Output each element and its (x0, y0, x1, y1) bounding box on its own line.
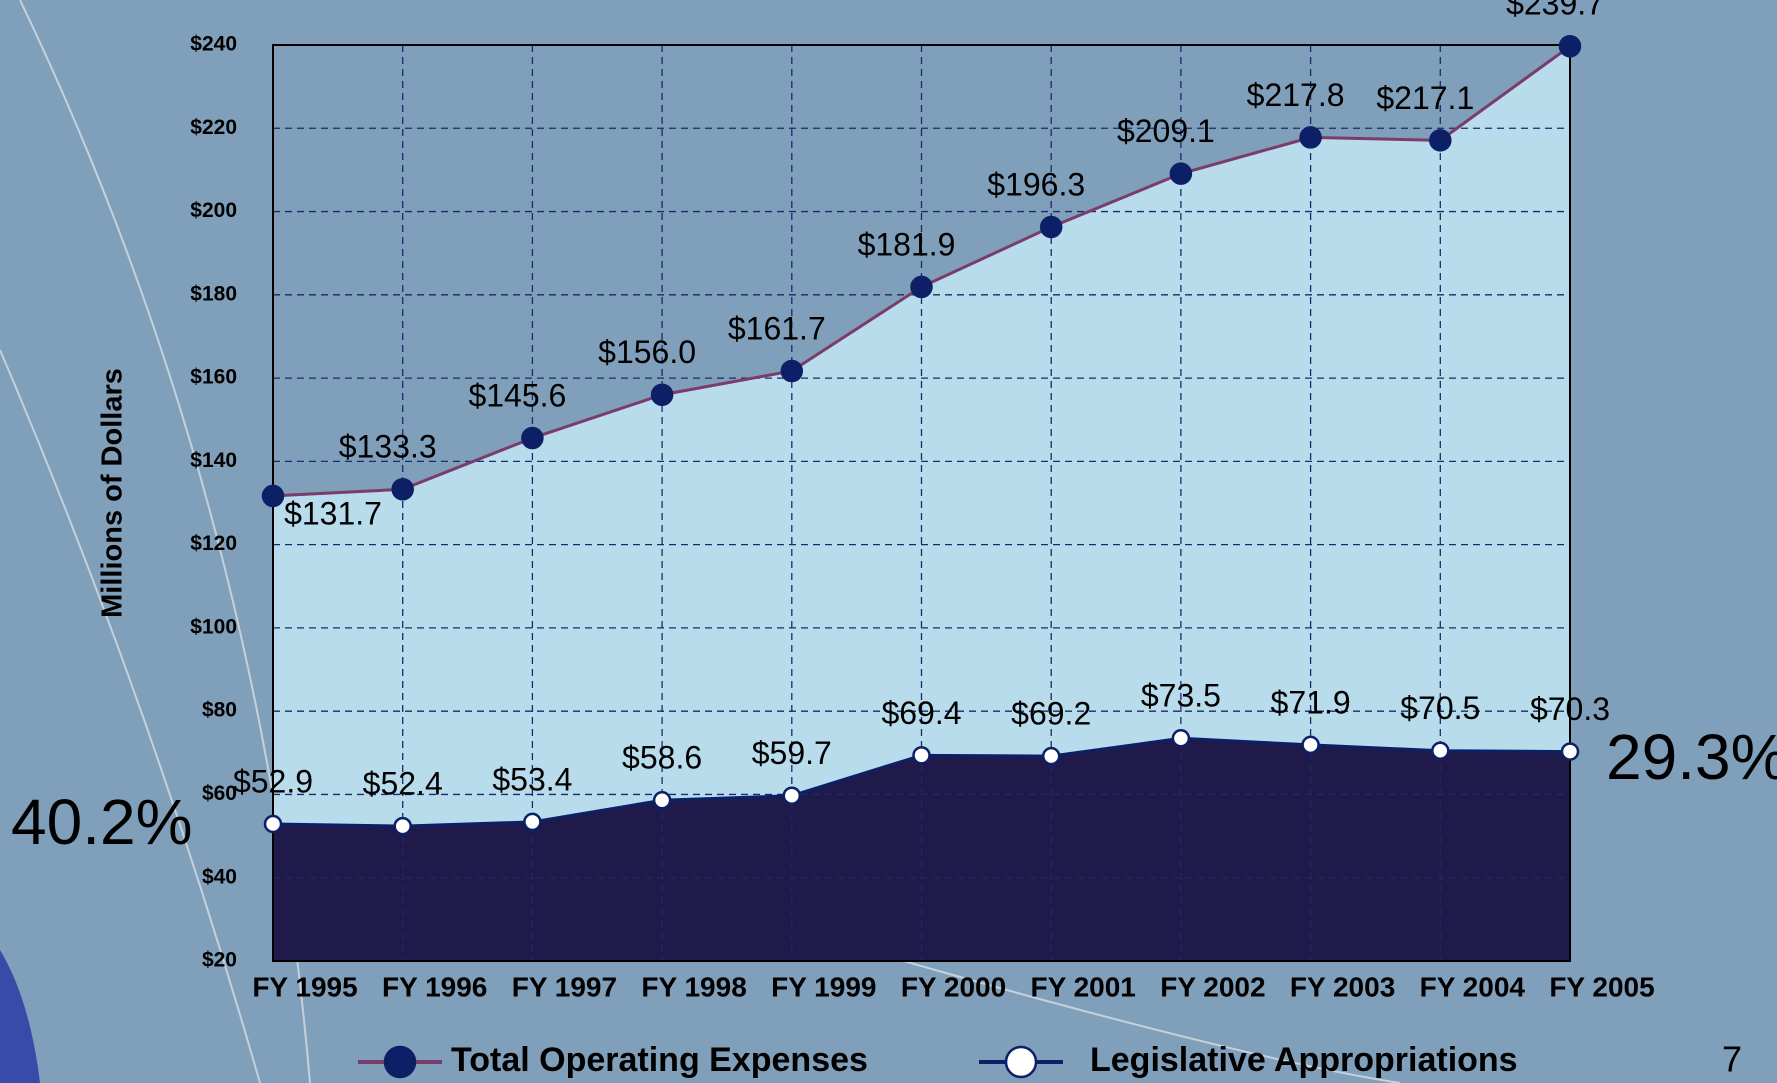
data-label: $145.6 (468, 378, 566, 414)
marker (1429, 129, 1452, 152)
x-tick-label: FY 2005 (1549, 971, 1654, 1002)
marker (1039, 215, 1063, 239)
marker (1301, 735, 1320, 755)
y-tick-label: $100 (190, 615, 237, 638)
data-label: $70.3 (1530, 691, 1610, 727)
marker (912, 746, 931, 765)
marker (652, 791, 672, 810)
marker (650, 383, 674, 406)
x-tick-label: FY 1997 (512, 971, 617, 1002)
marker (1558, 34, 1582, 58)
data-label: $131.7 (284, 495, 382, 531)
x-tick-label: FY 1995 (252, 971, 357, 1002)
annotation: 40.2% (11, 786, 192, 858)
data-label: $209.1 (1117, 113, 1215, 149)
y-tick-label: $160 (190, 366, 237, 389)
y-tick-label: $220 (190, 116, 237, 139)
data-label: $161.7 (728, 310, 826, 346)
marker (1560, 742, 1580, 761)
legend-marker (383, 1045, 417, 1079)
y-tick-label: $80 (202, 699, 237, 722)
data-label: $52.4 (363, 766, 443, 802)
data-label: $156.0 (598, 334, 696, 370)
marker (393, 816, 412, 836)
marker (261, 484, 285, 508)
data-label: $73.5 (1141, 678, 1221, 714)
legend-marker (1004, 1045, 1038, 1079)
x-tick-label: FY 1999 (771, 971, 876, 1002)
x-tick-label: FY 2000 (901, 971, 1006, 1002)
y-tick-label: $180 (190, 282, 237, 305)
marker (263, 814, 283, 834)
x-tick-label: FY 1998 (641, 971, 746, 1002)
marker (523, 812, 542, 832)
data-label: $69.4 (881, 695, 961, 731)
data-label: $239.7 (1506, 0, 1604, 22)
y-tick-label: $120 (190, 532, 237, 555)
data-label: $217.1 (1376, 80, 1474, 116)
x-tick-label: FY 2002 (1160, 971, 1265, 1002)
marker (1169, 162, 1193, 185)
annotation: 29.3% (1606, 721, 1777, 793)
data-label: $70.5 (1400, 690, 1480, 726)
data-label: $133.3 (339, 429, 437, 465)
marker (1431, 741, 1450, 760)
x-tick-label: FY 2001 (1031, 971, 1136, 1002)
marker (780, 359, 804, 383)
x-tick-label: FY 2004 (1420, 971, 1526, 1002)
legend-label: Legislative Appropriations (1090, 1041, 1518, 1079)
marker (391, 478, 414, 501)
marker (1171, 728, 1191, 748)
data-label: $196.3 (987, 166, 1085, 202)
y-tick-label: $20 (202, 949, 237, 972)
x-tick-label: FY 2003 (1290, 971, 1395, 1002)
legend-label: Total Operating Expenses (451, 1041, 868, 1079)
y-axis-title: Millions of Dollars (97, 368, 129, 618)
data-label: $52.9 (233, 763, 313, 799)
data-label: $59.7 (752, 735, 832, 771)
y-tick-label: $200 (190, 199, 237, 222)
data-label: $53.4 (492, 761, 572, 797)
x-tick-label: FY 1996 (382, 971, 487, 1002)
marker (1041, 746, 1061, 766)
data-label: $58.6 (622, 740, 702, 776)
marker (521, 426, 544, 450)
data-label: $217.8 (1247, 77, 1345, 113)
marker (910, 275, 933, 299)
page-number: 7 (1722, 1039, 1742, 1080)
y-tick-label: $140 (190, 449, 237, 472)
y-tick-label: $60 (202, 782, 237, 805)
data-label: $69.2 (1011, 696, 1091, 732)
y-tick-label: $40 (202, 865, 237, 888)
decoration (0, 950, 40, 1083)
marker (1299, 126, 1322, 149)
marker (782, 786, 802, 805)
y-tick-label: $240 (190, 33, 237, 56)
data-label: $181.9 (858, 226, 956, 262)
data-label: $71.9 (1271, 684, 1351, 720)
